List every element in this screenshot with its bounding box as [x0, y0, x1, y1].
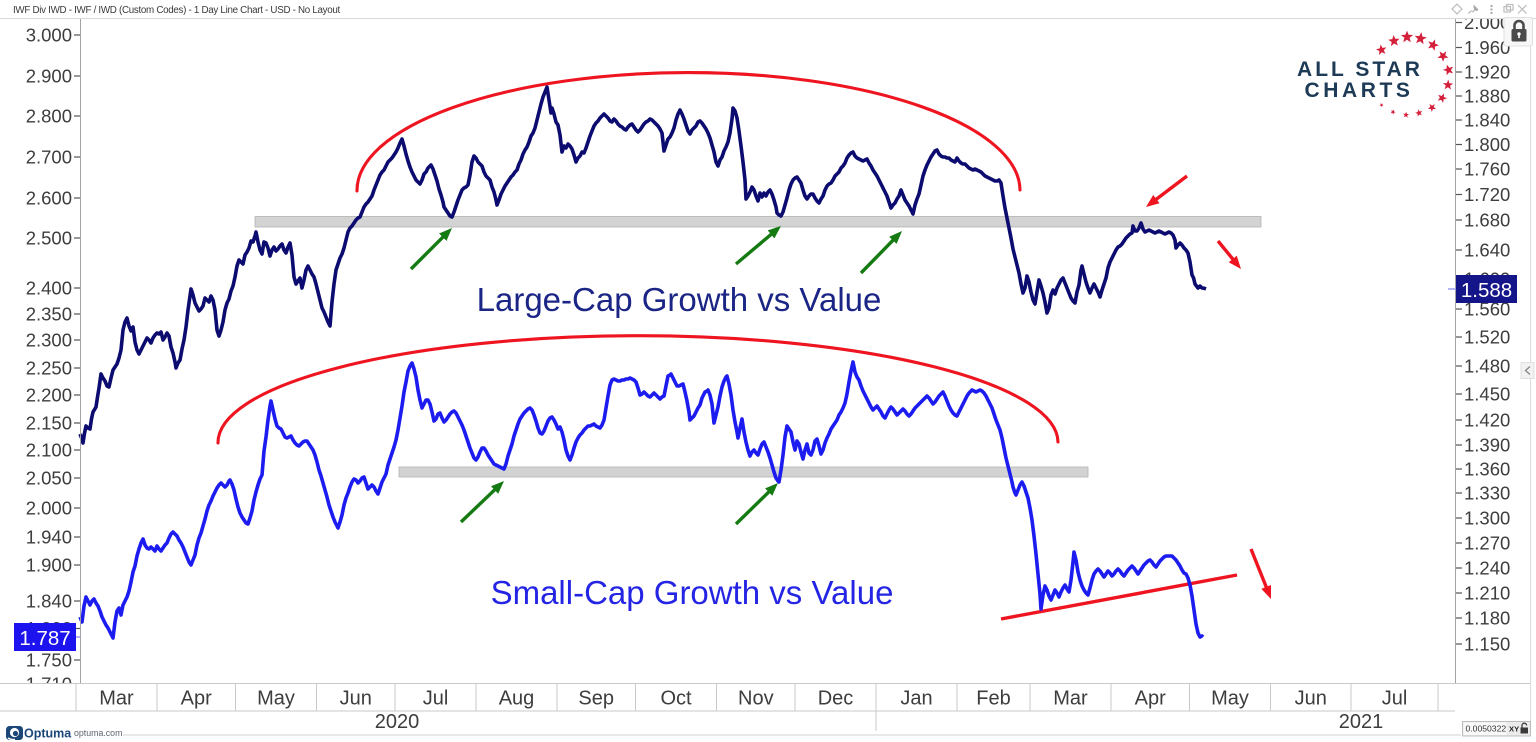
svg-text:Optuma: Optuma — [24, 727, 72, 741]
svg-text:1.960: 1.960 — [1464, 37, 1510, 58]
svg-text:3.000: 3.000 — [26, 25, 72, 46]
svg-text:1.680: 1.680 — [1464, 210, 1510, 231]
svg-text:May: May — [257, 688, 295, 710]
svg-text:Oct: Oct — [660, 688, 692, 710]
svg-text:2.000: 2.000 — [26, 498, 72, 519]
svg-text:Apr: Apr — [1135, 688, 1166, 710]
svg-text:2.400: 2.400 — [26, 278, 72, 299]
svg-text:1.390: 1.390 — [1464, 435, 1510, 456]
svg-text:1.900: 1.900 — [26, 555, 72, 576]
svg-text:1.787: 1.787 — [19, 627, 70, 650]
svg-text:2.800: 2.800 — [26, 106, 72, 127]
svg-text:Jun: Jun — [340, 688, 372, 710]
svg-text:1.150: 1.150 — [1464, 634, 1510, 655]
svg-text:1.880: 1.880 — [1464, 86, 1510, 107]
svg-text:Sep: Sep — [578, 688, 614, 710]
svg-text:ALL STAR: ALL STAR — [1297, 58, 1423, 81]
svg-text:Aug: Aug — [499, 688, 535, 710]
svg-text:1.840: 1.840 — [26, 591, 72, 612]
svg-text:2.500: 2.500 — [26, 228, 72, 249]
svg-text:1.720: 1.720 — [1464, 184, 1510, 205]
svg-text:Jul: Jul — [1382, 688, 1408, 710]
svg-text:1.520: 1.520 — [1464, 327, 1510, 348]
svg-text:1.420: 1.420 — [1464, 410, 1510, 431]
svg-text:1.760: 1.760 — [1464, 159, 1510, 180]
svg-text:1.240: 1.240 — [1464, 558, 1510, 579]
svg-text:0.0050322: 0.0050322 — [1466, 724, 1507, 734]
svg-text:2.600: 2.600 — [26, 188, 72, 209]
svg-text:1.300: 1.300 — [1464, 508, 1510, 529]
svg-text:Dec: Dec — [818, 688, 854, 710]
svg-text:XY: XY — [1509, 725, 1519, 734]
svg-text:Jun: Jun — [1295, 688, 1327, 710]
svg-text:Mar: Mar — [99, 688, 134, 710]
svg-text:1.750: 1.750 — [26, 650, 72, 671]
svg-text:1.640: 1.640 — [1464, 240, 1510, 261]
svg-text:May: May — [1211, 688, 1249, 710]
svg-text:1.940: 1.940 — [26, 527, 72, 548]
svg-text:1.180: 1.180 — [1464, 608, 1510, 629]
svg-text:1.330: 1.330 — [1464, 483, 1510, 504]
svg-text:2.150: 2.150 — [26, 413, 72, 434]
svg-text:1.710: 1.710 — [26, 674, 72, 695]
svg-text:2.700: 2.700 — [26, 147, 72, 168]
svg-text:2.100: 2.100 — [26, 440, 72, 461]
svg-text:1.800: 1.800 — [1464, 134, 1510, 155]
svg-text:Small-Cap Growth vs Value: Small-Cap Growth vs Value — [491, 574, 894, 611]
svg-text:Jul: Jul — [423, 688, 449, 710]
svg-text:1.270: 1.270 — [1464, 533, 1510, 554]
svg-text:IWF Div IWD - IWF / IWD (Custo: IWF Div IWD - IWF / IWD (Custom Codes) -… — [13, 5, 341, 16]
svg-text:1.920: 1.920 — [1464, 62, 1510, 83]
svg-text:1.210: 1.210 — [1464, 583, 1510, 604]
svg-text:Jan: Jan — [900, 688, 932, 710]
svg-text:CHARTS: CHARTS — [1304, 79, 1413, 102]
svg-text:2.300: 2.300 — [26, 330, 72, 351]
svg-text:1.840: 1.840 — [1464, 110, 1510, 131]
svg-text:Large-Cap Growth vs Value: Large-Cap Growth vs Value — [477, 281, 882, 318]
svg-text:1.560: 1.560 — [1464, 299, 1510, 320]
svg-text:1.480: 1.480 — [1464, 356, 1510, 377]
svg-text:Apr: Apr — [181, 688, 212, 710]
svg-text:Mar: Mar — [1053, 688, 1088, 710]
svg-text:1.360: 1.360 — [1464, 459, 1510, 480]
svg-text:1.450: 1.450 — [1464, 384, 1510, 405]
svg-text:Feb: Feb — [976, 688, 1010, 710]
svg-text:2.000: 2.000 — [1464, 12, 1510, 33]
svg-text:1.588: 1.588 — [1461, 279, 1512, 302]
svg-text:optuma.com: optuma.com — [74, 728, 122, 738]
svg-text:2.250: 2.250 — [26, 358, 72, 379]
svg-text:2021: 2021 — [1339, 711, 1384, 733]
svg-text:2.350: 2.350 — [26, 304, 72, 325]
svg-text:2.050: 2.050 — [26, 468, 72, 489]
svg-text:2.900: 2.900 — [26, 66, 72, 87]
svg-text:Nov: Nov — [738, 688, 774, 710]
svg-text:2020: 2020 — [375, 711, 420, 733]
svg-text:2.200: 2.200 — [26, 385, 72, 406]
